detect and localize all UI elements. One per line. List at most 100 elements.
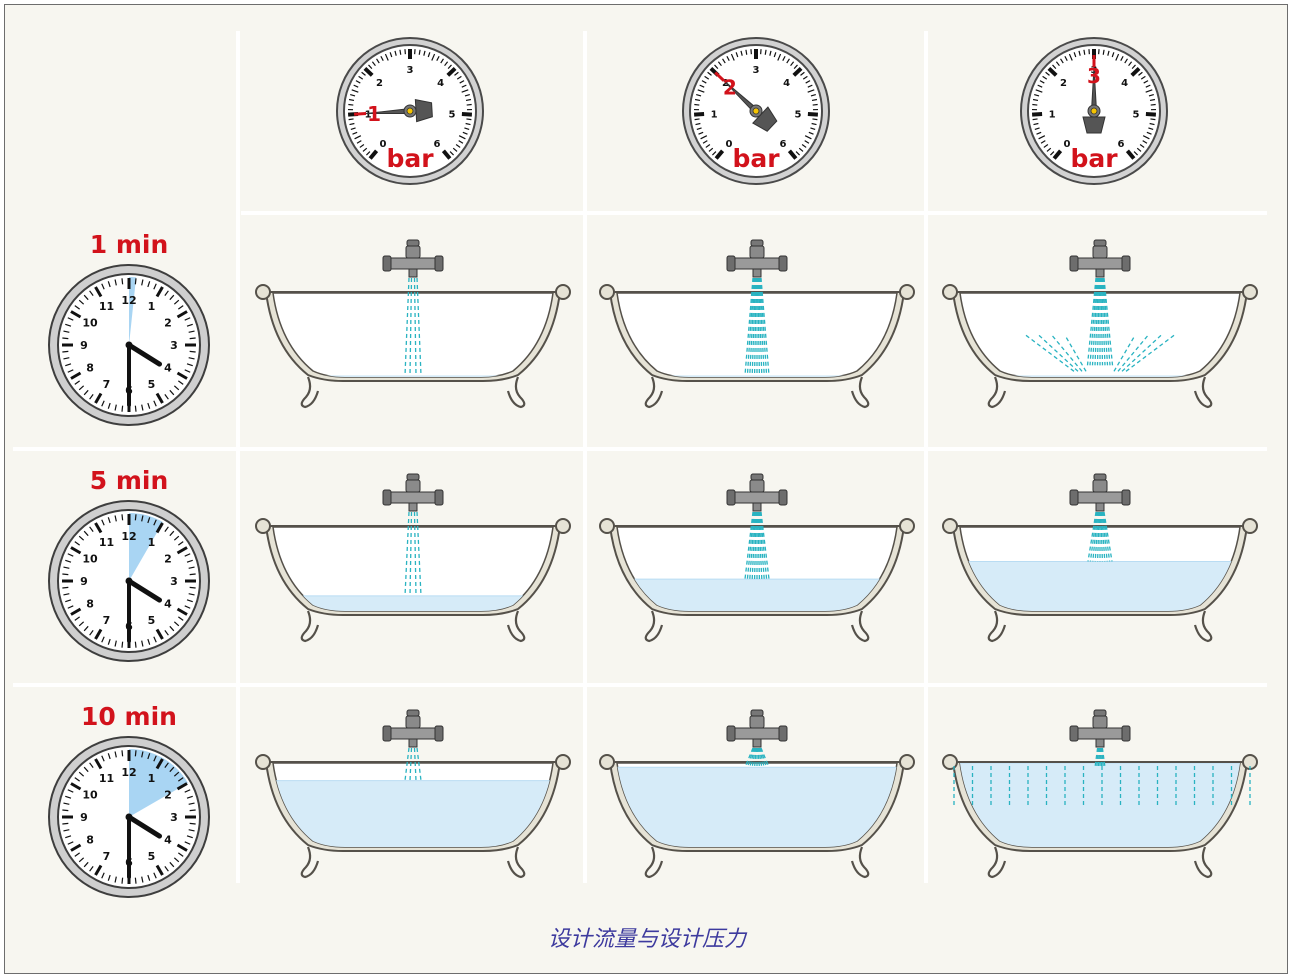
clock-minute-tick <box>89 865 94 872</box>
faucet-body <box>386 257 440 270</box>
pressure-gauge: 01234563bar <box>1020 37 1168 185</box>
water-spray <box>404 747 422 781</box>
gauge-minor-tick <box>1115 53 1120 61</box>
gauge-minor-tick <box>777 53 782 61</box>
faucet-valve-left <box>726 725 736 742</box>
gauge-minor-tick <box>459 80 465 84</box>
gauge-minor-tick <box>461 89 469 93</box>
faucet-body <box>386 491 440 504</box>
bathtub-rim-end <box>555 754 571 770</box>
clock-number: 8 <box>86 598 94 611</box>
faucet-valve-right <box>778 489 788 506</box>
faucet-cap <box>405 715 421 729</box>
gauge-minor-tick <box>730 53 735 61</box>
faucet-spout <box>408 268 418 278</box>
gauge-unit: bar <box>386 144 434 173</box>
gauge-minor-tick <box>1083 49 1086 55</box>
bathtub-interior <box>272 292 554 378</box>
gauge-scale-label: 6 <box>780 139 787 150</box>
gauge-minor-tick <box>461 84 467 88</box>
bathtub-rim-end <box>899 284 915 300</box>
gauge-scale-label: 4 <box>437 78 444 89</box>
clock-hour-tick <box>176 546 188 555</box>
clock-minute-tick <box>121 405 124 412</box>
gauge-minor-tick <box>714 64 719 70</box>
gauge-pressure-value: 2 <box>723 75 737 99</box>
clock-minute-tick <box>78 385 85 391</box>
clock-minute-tick <box>141 515 144 522</box>
bathtub <box>599 473 915 643</box>
gauge-minor-tick <box>1131 64 1136 70</box>
clock-minute-tick <box>101 400 105 407</box>
faucet <box>726 239 788 278</box>
clock-minute-tick <box>62 337 69 340</box>
clock-minute-tick <box>141 404 144 411</box>
gauge-minor-tick <box>1046 147 1052 152</box>
clock-minute-tick <box>173 621 180 627</box>
gauge-minor-tick <box>699 84 705 88</box>
faucet-handle <box>1093 473 1107 481</box>
gauge-minor-tick <box>356 140 362 144</box>
bathtub-foot <box>644 610 664 643</box>
clock-hour-tick <box>176 782 188 791</box>
clock-hour-tick <box>155 522 164 534</box>
gauge-minor-tick <box>1136 147 1142 152</box>
gauge-minor-tick <box>458 135 466 140</box>
clock-hour-tick <box>155 758 164 770</box>
gauge-minor-tick <box>782 55 786 61</box>
gauge-scale-label: 1 <box>365 109 372 120</box>
clock-number: 12 <box>121 766 136 779</box>
gauge-minor-tick <box>704 75 710 80</box>
time-label: 5 min <box>90 466 169 495</box>
gauge-minor-tick <box>701 80 707 84</box>
clock-minute-tick <box>134 750 137 757</box>
faucet-spout <box>1095 502 1105 512</box>
clock-minute-tick <box>62 809 69 812</box>
faucet-handle <box>406 709 420 717</box>
clock-minute-tick <box>114 640 117 647</box>
clock-minute-tick <box>189 350 196 353</box>
gauge-minor-tick <box>1039 80 1045 84</box>
gauge-minor-tick <box>1142 140 1148 144</box>
gauge-minor-tick <box>1043 144 1049 148</box>
gauge-minor-tick <box>702 140 708 144</box>
bathtub-foot <box>506 846 526 879</box>
bathtub-rim-end <box>899 518 915 534</box>
gauge-minor-tick <box>711 151 717 156</box>
gauge-minor-tick <box>444 61 449 67</box>
gauge-minor-tick <box>1148 127 1154 131</box>
gauge-minor-tick <box>722 58 726 64</box>
faucet-valve-right <box>778 255 788 272</box>
gauge-scale-label: 2 <box>1060 78 1067 89</box>
gauge-minor-tick <box>423 50 426 56</box>
clock-minute-tick <box>74 616 81 621</box>
gauge-minor-tick <box>350 94 356 97</box>
clock-minute-tick <box>147 638 151 645</box>
clock-minute-tick <box>188 829 195 832</box>
clock-minute-tick <box>121 877 124 884</box>
clock-minute-tick <box>89 526 94 533</box>
gauge-minor-tick <box>698 131 704 135</box>
faucet <box>382 709 444 748</box>
clock-minute-tick <box>63 829 70 832</box>
gauge-scale-label: 4 <box>783 78 790 89</box>
clock-minute-tick <box>184 841 191 845</box>
clock-minute-tick <box>67 841 74 845</box>
bathtub-foot <box>1193 376 1213 409</box>
bathtub-water <box>273 780 553 847</box>
clock-minute-tick <box>164 526 169 533</box>
gauge-scale-label: 5 <box>1132 109 1139 120</box>
gauge-minor-tick <box>694 118 700 121</box>
gauge-needle-tip <box>354 112 367 116</box>
clock-hour-tick <box>70 371 82 380</box>
gauge-minor-tick <box>1150 103 1156 106</box>
clock-minute-tick <box>147 281 151 288</box>
gauge-minor-tick <box>804 135 812 140</box>
faucet-cap <box>1092 479 1108 493</box>
clock-number: 4 <box>164 362 172 375</box>
gauge-minor-tick <box>805 80 811 84</box>
clock-hour-tick <box>155 628 164 640</box>
gauge-needle <box>1082 55 1106 134</box>
gauge-minor-tick <box>348 98 355 102</box>
clock-minute-tick <box>153 872 157 879</box>
